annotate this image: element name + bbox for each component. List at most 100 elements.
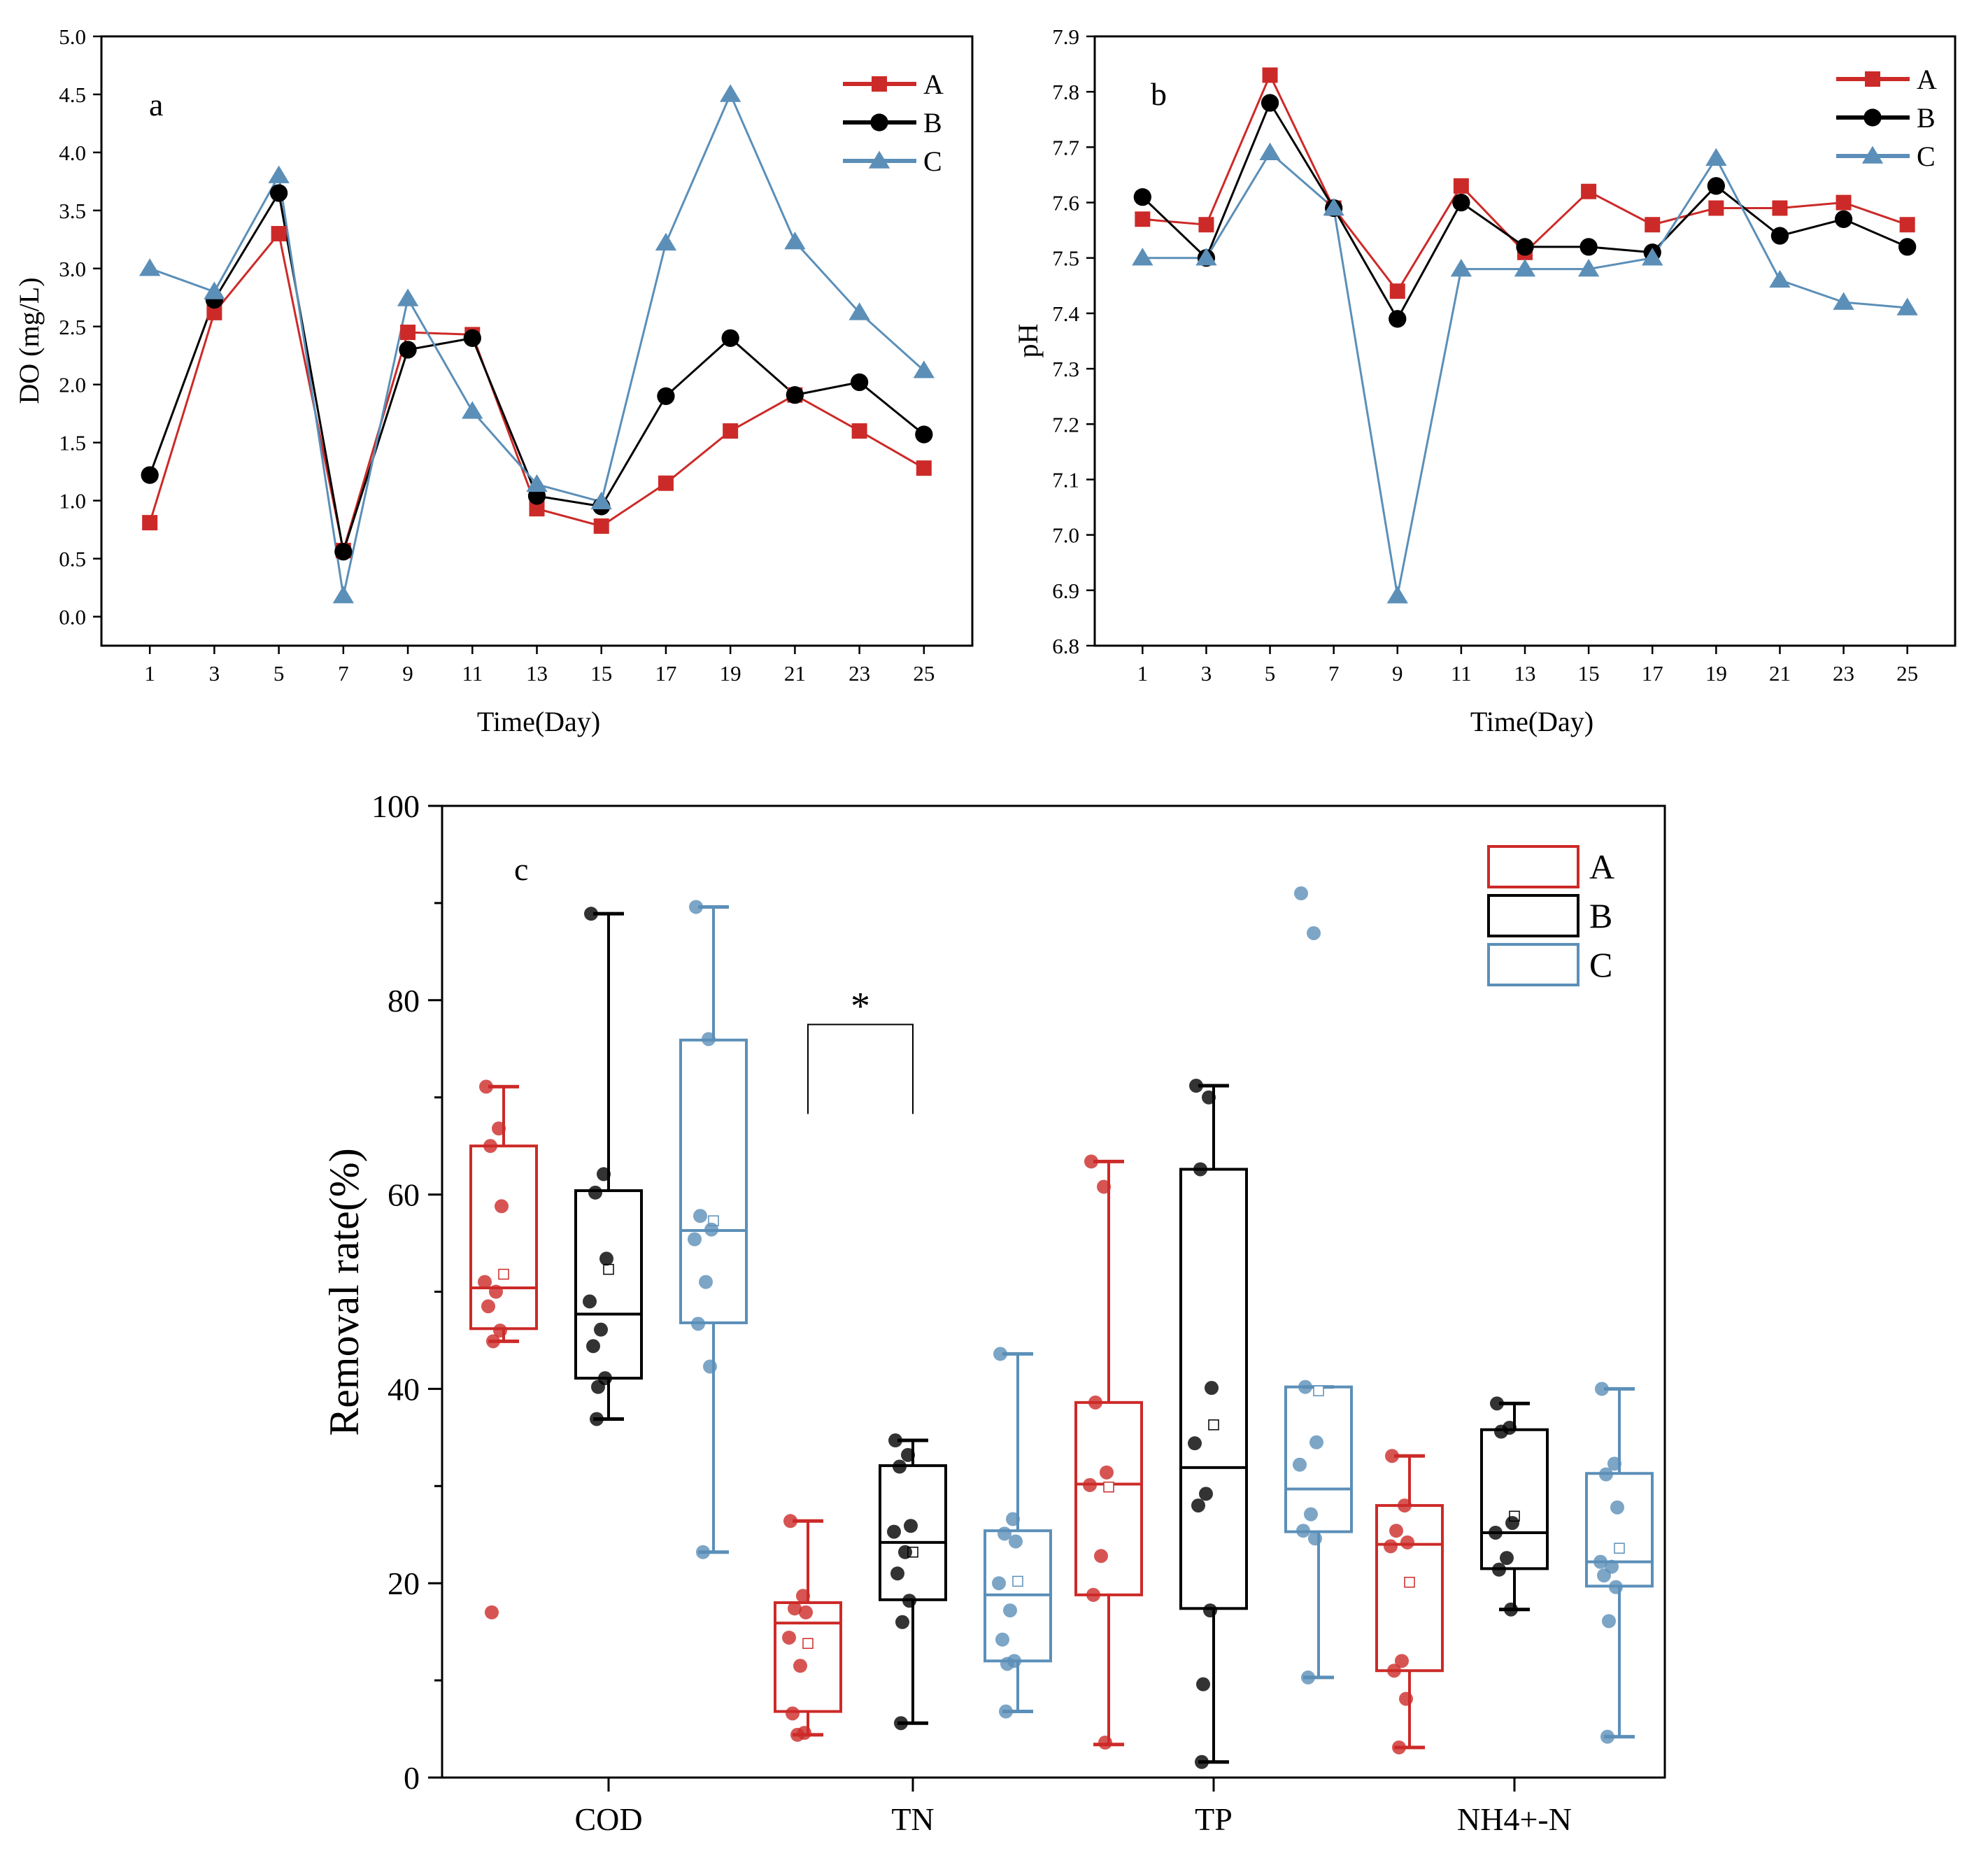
a-x-tick-label: 7 bbox=[338, 661, 349, 686]
b-series-a-point bbox=[1389, 283, 1405, 299]
a-legend-marker-a bbox=[872, 76, 887, 92]
data-point bbox=[1489, 1525, 1503, 1540]
c-legend-label-c: C bbox=[1589, 945, 1612, 984]
c-x-tick-label: COD bbox=[574, 1801, 642, 1837]
data-point bbox=[1308, 1531, 1322, 1546]
b-x-tick-label: 13 bbox=[1514, 661, 1536, 686]
b-series-c-point bbox=[1642, 248, 1663, 266]
b-legend-label-b: B bbox=[1917, 102, 1936, 134]
data-point bbox=[1000, 1657, 1014, 1671]
data-point bbox=[1006, 1512, 1020, 1526]
box-a-cod bbox=[469, 1079, 538, 1619]
data-point bbox=[1505, 1516, 1519, 1531]
box-mean-marker bbox=[1404, 1577, 1415, 1588]
a-series-a-point bbox=[271, 226, 287, 242]
a-y-tick-label: 0.5 bbox=[59, 547, 86, 572]
data-point bbox=[699, 1275, 713, 1289]
b-legend-marker-b bbox=[1863, 108, 1882, 127]
b-x-tick-label: 7 bbox=[1328, 661, 1340, 686]
data-point bbox=[703, 1359, 717, 1374]
b-series-c-point bbox=[1705, 148, 1727, 166]
a-series-b-point bbox=[463, 329, 481, 348]
b-x-tick-label: 5 bbox=[1265, 661, 1276, 686]
b-series-c-point bbox=[1833, 292, 1854, 310]
b-series-b-point bbox=[1133, 187, 1151, 206]
b-y-tick-label: 6.9 bbox=[1052, 579, 1079, 603]
data-point bbox=[489, 1284, 503, 1299]
data-point bbox=[693, 1209, 707, 1224]
b-y-tick-label: 7.0 bbox=[1052, 523, 1079, 548]
data-point bbox=[1307, 926, 1321, 940]
data-point bbox=[1193, 1162, 1207, 1177]
data-point bbox=[1202, 1090, 1216, 1105]
b-series-b-point bbox=[1834, 210, 1853, 228]
data-point bbox=[1595, 1382, 1609, 1396]
a-series-c-point bbox=[590, 491, 612, 510]
a-x-tick-label: 15 bbox=[590, 661, 612, 686]
data-point bbox=[1492, 1562, 1506, 1577]
b-series-a-point bbox=[1581, 183, 1597, 199]
data-point bbox=[1100, 1465, 1114, 1480]
data-point bbox=[599, 1251, 613, 1266]
a-legend-marker-c bbox=[868, 150, 890, 169]
data-point bbox=[1188, 1436, 1202, 1451]
data-point bbox=[793, 1659, 807, 1673]
b-series-b-point bbox=[1452, 193, 1470, 212]
c-y-tick-label: 100 bbox=[371, 788, 420, 824]
c-x-tick-label: TN bbox=[891, 1801, 934, 1837]
panel-c-label: c bbox=[514, 851, 528, 887]
box-mean-marker bbox=[1313, 1385, 1324, 1396]
b-y-tick-label: 7.5 bbox=[1052, 246, 1079, 271]
data-point bbox=[783, 1514, 797, 1529]
box-mean-marker bbox=[1614, 1543, 1625, 1554]
data-point bbox=[481, 1299, 495, 1314]
b-series-b-point bbox=[1579, 238, 1598, 256]
b-series-c-point bbox=[1450, 259, 1472, 277]
a-x-tick-label: 13 bbox=[526, 661, 548, 686]
box-mean-marker bbox=[1208, 1419, 1219, 1431]
panel-a-label: a bbox=[149, 87, 163, 122]
data-point bbox=[689, 900, 703, 914]
b-legend-marker-c bbox=[1861, 146, 1884, 164]
b-y-tick-label: 7.1 bbox=[1052, 467, 1079, 492]
box-mean-marker bbox=[603, 1263, 614, 1275]
a-series-b-point bbox=[721, 329, 739, 348]
data-point bbox=[584, 907, 598, 921]
data-point bbox=[1399, 1692, 1413, 1706]
a-series-b-point bbox=[850, 373, 869, 392]
b-x-tick-label: 25 bbox=[1896, 661, 1918, 686]
panel-c-x-ticks: COD TN TP NH4+-N bbox=[574, 1778, 1572, 1837]
a-series-a-point bbox=[916, 460, 932, 476]
a-y-tick-label: 4.0 bbox=[59, 141, 86, 165]
panel-c-legend: ABC bbox=[1487, 845, 1614, 986]
data-point bbox=[1504, 1602, 1518, 1617]
a-y-tick-label: 0.0 bbox=[59, 605, 86, 630]
a-series-a-point bbox=[851, 423, 867, 439]
c-y-tick-label: 80 bbox=[388, 983, 420, 1019]
box-b-cod bbox=[574, 907, 643, 1426]
box-b-tp bbox=[1179, 1079, 1248, 1769]
a-series-c-point bbox=[332, 586, 355, 604]
data-point bbox=[1196, 1677, 1210, 1692]
b-x-tick-label: 21 bbox=[1769, 661, 1791, 686]
data-point bbox=[1309, 1435, 1323, 1449]
a-x-tick-label: 23 bbox=[849, 661, 870, 686]
b-y-tick-label: 6.8 bbox=[1052, 634, 1079, 658]
b-series-b-point bbox=[1707, 177, 1725, 195]
c-y-tick-label: 0 bbox=[404, 1760, 420, 1796]
data-point bbox=[590, 1412, 604, 1426]
b-series-a-point bbox=[1198, 217, 1214, 233]
significance-bracket: * bbox=[807, 985, 914, 1114]
data-point bbox=[597, 1167, 611, 1182]
b-series-c-point bbox=[1323, 197, 1344, 216]
data-point bbox=[1086, 1587, 1100, 1602]
panel-c-boxes bbox=[469, 886, 1654, 1769]
data-point bbox=[486, 1334, 500, 1349]
panel-a-series bbox=[139, 84, 935, 604]
b-x-tick-label: 3 bbox=[1201, 661, 1212, 686]
a-y-tick-label: 1.5 bbox=[59, 431, 86, 455]
data-point bbox=[893, 1459, 907, 1474]
a-y-tick-label: 4.5 bbox=[59, 83, 86, 107]
